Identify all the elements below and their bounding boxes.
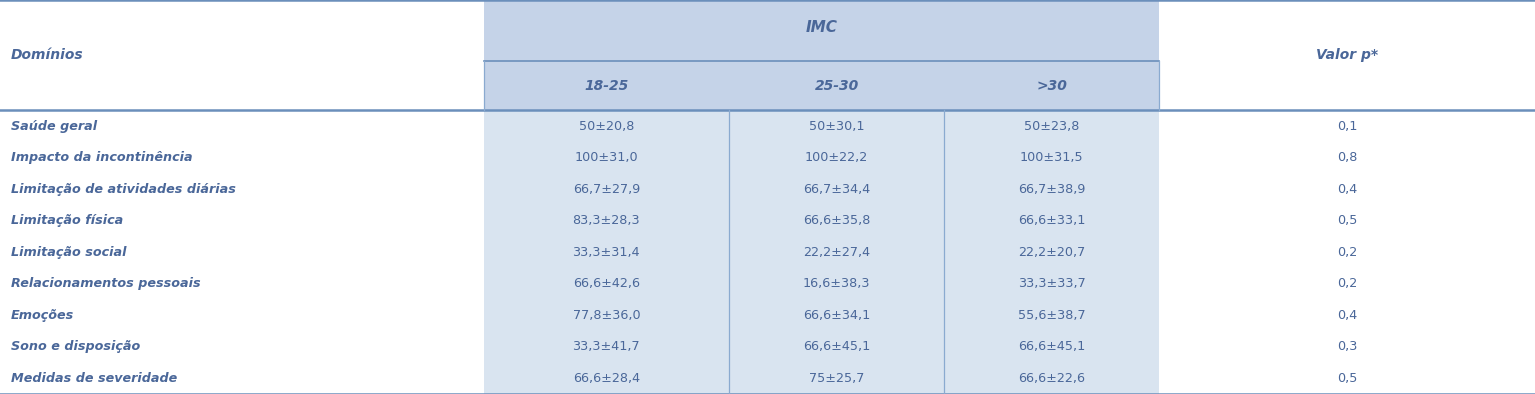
Text: 66,6±45,1: 66,6±45,1 — [803, 340, 870, 353]
Text: Saúde geral: Saúde geral — [11, 120, 97, 132]
Text: 0,8: 0,8 — [1337, 151, 1357, 164]
Text: Medidas de severidade: Medidas de severidade — [11, 372, 177, 385]
Text: 0,4: 0,4 — [1337, 183, 1357, 195]
Text: 50±23,8: 50±23,8 — [1024, 120, 1079, 132]
Text: 33,3±41,7: 33,3±41,7 — [573, 340, 640, 353]
Text: Valor p*: Valor p* — [1315, 48, 1378, 62]
Text: 66,7±27,9: 66,7±27,9 — [573, 183, 640, 195]
Text: 66,7±34,4: 66,7±34,4 — [803, 183, 870, 195]
Polygon shape — [484, 205, 1159, 236]
Text: 66,6±42,6: 66,6±42,6 — [573, 277, 640, 290]
Text: 83,3±28,3: 83,3±28,3 — [573, 214, 640, 227]
Text: 16,6±38,3: 16,6±38,3 — [803, 277, 870, 290]
Text: 33,3±31,4: 33,3±31,4 — [573, 246, 640, 258]
Text: 0,2: 0,2 — [1337, 277, 1357, 290]
Text: 66,7±38,9: 66,7±38,9 — [1018, 183, 1085, 195]
Text: 100±22,2: 100±22,2 — [804, 151, 869, 164]
Text: Impacto da incontinência: Impacto da incontinência — [11, 151, 192, 164]
Polygon shape — [484, 110, 1159, 142]
Polygon shape — [484, 142, 1159, 173]
Text: 50±20,8: 50±20,8 — [579, 120, 634, 132]
Text: 75±25,7: 75±25,7 — [809, 372, 864, 385]
Text: IMC: IMC — [806, 20, 837, 35]
Text: 18-25: 18-25 — [585, 79, 628, 93]
Text: 77,8±36,0: 77,8±36,0 — [573, 309, 640, 322]
Text: 66,6±33,1: 66,6±33,1 — [1018, 214, 1085, 227]
Polygon shape — [484, 61, 1159, 110]
Polygon shape — [484, 331, 1159, 362]
Polygon shape — [484, 173, 1159, 205]
Text: 50±30,1: 50±30,1 — [809, 120, 864, 132]
Text: 0,2: 0,2 — [1337, 246, 1357, 258]
Text: 0,3: 0,3 — [1337, 340, 1357, 353]
Text: Limitação social: Limitação social — [11, 246, 126, 258]
Text: Limitação de atividades diárias: Limitação de atividades diárias — [11, 183, 235, 195]
Text: Limitação física: Limitação física — [11, 214, 123, 227]
Text: 22,2±20,7: 22,2±20,7 — [1018, 246, 1085, 258]
Text: 66,6±45,1: 66,6±45,1 — [1018, 340, 1085, 353]
Text: 66,6±35,8: 66,6±35,8 — [803, 214, 870, 227]
Text: 66,6±34,1: 66,6±34,1 — [803, 309, 870, 322]
Text: 100±31,0: 100±31,0 — [574, 151, 639, 164]
Polygon shape — [484, 0, 1159, 61]
Text: Relacionamentos pessoais: Relacionamentos pessoais — [11, 277, 201, 290]
Text: 33,3±33,7: 33,3±33,7 — [1018, 277, 1085, 290]
Text: 100±31,5: 100±31,5 — [1019, 151, 1084, 164]
Text: 0,5: 0,5 — [1337, 214, 1357, 227]
Text: 0,5: 0,5 — [1337, 372, 1357, 385]
Text: 66,6±28,4: 66,6±28,4 — [573, 372, 640, 385]
Polygon shape — [484, 299, 1159, 331]
Polygon shape — [484, 362, 1159, 394]
Text: 22,2±27,4: 22,2±27,4 — [803, 246, 870, 258]
Text: 0,1: 0,1 — [1337, 120, 1357, 132]
Text: Emoções: Emoções — [11, 309, 74, 322]
Polygon shape — [484, 236, 1159, 268]
Text: Domínios: Domínios — [11, 48, 83, 62]
Polygon shape — [484, 268, 1159, 299]
Text: 25-30: 25-30 — [815, 79, 858, 93]
Text: Sono e disposição: Sono e disposição — [11, 340, 140, 353]
Text: >30: >30 — [1036, 79, 1067, 93]
Text: 0,4: 0,4 — [1337, 309, 1357, 322]
Text: 66,6±22,6: 66,6±22,6 — [1018, 372, 1085, 385]
Text: 55,6±38,7: 55,6±38,7 — [1018, 309, 1085, 322]
